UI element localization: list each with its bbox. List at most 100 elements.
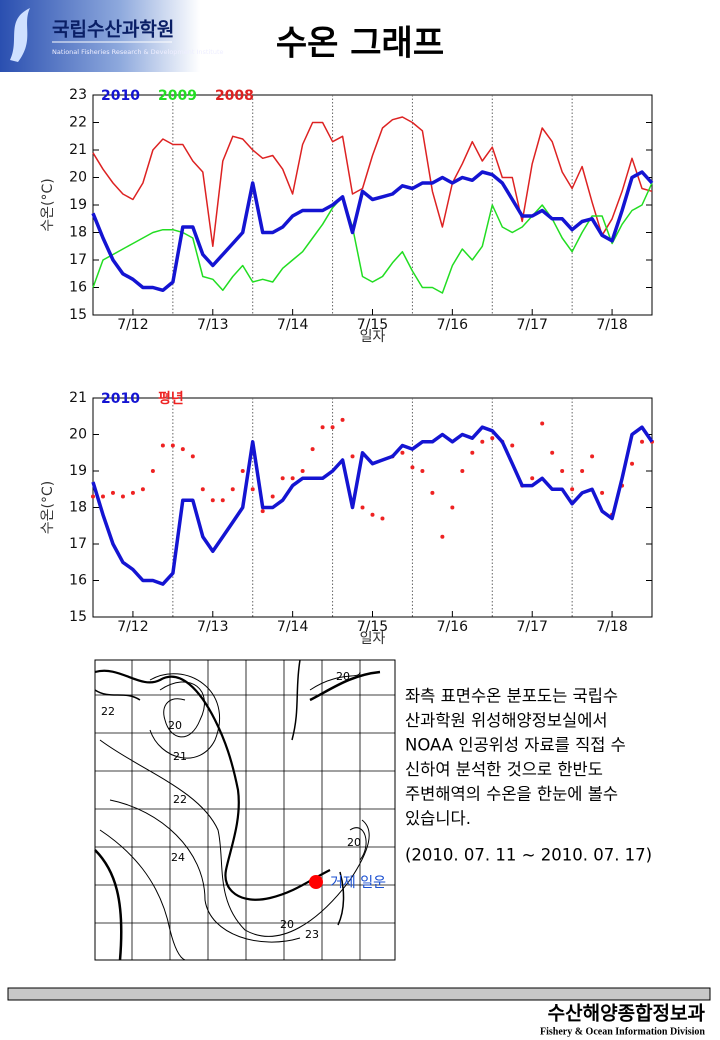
y-tick-label: 15 <box>69 307 87 323</box>
description-line: NOAA 인공위성 자료를 직접 수 <box>405 736 626 755</box>
y-tick-label: 19 <box>69 197 87 213</box>
legend-entry: 2008 <box>215 88 254 104</box>
data-point <box>530 476 535 481</box>
y-tick-label: 17 <box>69 252 87 268</box>
x-tick-label: 7/13 <box>197 619 228 635</box>
data-point <box>430 490 435 495</box>
station-marker <box>309 875 323 889</box>
data-point <box>450 505 455 510</box>
plot-frame <box>92 94 653 316</box>
contour-label: 21 <box>173 750 187 763</box>
y-tick-label: 18 <box>69 500 87 516</box>
data-point <box>91 494 95 499</box>
description-line: 산과학원 위성해양정보실에서 <box>405 711 608 730</box>
coastline <box>94 659 345 926</box>
data-point <box>490 436 495 441</box>
footer-division: 수산해양종합정보과 <box>548 1003 706 1025</box>
description-line: 좌측 표면수온 분포도는 국립수 <box>405 687 618 706</box>
x-tick-label: 7/13 <box>197 317 228 333</box>
series-line <box>92 182 653 294</box>
y-tick-label: 17 <box>69 536 87 552</box>
chart: 15 16 17 18 19 20 21 22 23 7/12 7/13 7/14 7/15 7/16 7/… <box>40 87 654 345</box>
isotherms <box>94 670 381 961</box>
data-point <box>400 450 405 455</box>
data-point <box>630 461 635 466</box>
data-point <box>460 469 465 473</box>
data-point <box>100 494 105 499</box>
data-point <box>170 443 175 448</box>
series-line <box>91 170 654 293</box>
org-name-en: National Fisheries Research & Developmen… <box>52 48 224 56</box>
x-tick-label: 7/16 <box>437 317 469 333</box>
description-line: 신하여 분석한 것으로 한반도 <box>405 760 603 779</box>
data-point <box>560 469 565 473</box>
data-point <box>110 490 115 495</box>
data-point <box>600 490 605 495</box>
data-point <box>230 487 235 492</box>
contour-label: 23 <box>305 928 319 941</box>
data-point <box>150 469 155 473</box>
footer-bar <box>7 987 711 1001</box>
data-point <box>420 469 425 473</box>
data-point <box>320 425 325 430</box>
map-frame <box>94 659 396 961</box>
x-tick-label: 7/16 <box>437 619 469 635</box>
data-point <box>350 454 355 459</box>
x-tick-label: 7/15 <box>357 317 388 333</box>
data-point <box>220 498 225 503</box>
contour-label: 20 <box>336 670 350 683</box>
data-point <box>370 512 375 517</box>
header-band <box>0 0 200 72</box>
data-point <box>440 534 445 539</box>
series-line <box>91 425 654 586</box>
x-tick-label: 7/12 <box>117 619 148 635</box>
data-point <box>250 487 255 492</box>
x-axis-label: 일자 <box>360 631 386 647</box>
data-point <box>550 450 555 455</box>
x-tick-label: 7/12 <box>117 317 148 333</box>
footer-division-en: Fishery & Ocean Information Division <box>540 1026 705 1037</box>
y-tick-label: 16 <box>69 573 87 589</box>
data-point <box>140 487 145 492</box>
legend-entry: 2010 <box>101 391 140 407</box>
data-point <box>340 417 345 422</box>
legend-entry: 2010 <box>101 88 140 104</box>
data-point <box>590 454 595 459</box>
contour-label: 20 <box>347 836 361 849</box>
period: (2010. 07. 11 ~ 2010. 07. 17) <box>405 846 652 865</box>
y-tick-label: 22 <box>69 115 87 131</box>
data-point <box>210 498 215 503</box>
description: 좌측 표면수온 분포도는 국립수산과학원 위성해양정보실에서 NOAA 인공위성 … <box>405 687 626 829</box>
y-tick-label: 16 <box>69 280 87 296</box>
plot-frame <box>92 397 653 618</box>
contour-label: 22 <box>101 705 115 718</box>
data-point <box>300 469 305 473</box>
series-line <box>92 116 653 248</box>
x-tick-label: 7/18 <box>596 619 627 635</box>
x-tick-label: 7/14 <box>277 619 309 635</box>
x-tick-label: 7/17 <box>516 619 547 635</box>
data-point <box>360 505 365 510</box>
y-tick-label: 20 <box>69 427 87 443</box>
y-tick-label: 15 <box>69 609 87 625</box>
data-point <box>480 439 485 444</box>
contour-label: 22 <box>173 793 187 806</box>
data-point <box>240 469 245 473</box>
data-point <box>180 447 185 452</box>
y-tick-label: 18 <box>69 225 87 241</box>
legend-entry: 2009 <box>158 88 197 104</box>
data-point <box>160 443 165 448</box>
contour-label: 20 <box>168 719 182 732</box>
page-title: 수온 그래프 <box>276 24 444 64</box>
y-tick-label: 21 <box>69 390 87 406</box>
sst-map: 22 20 21 22 24 20 20 23 20 거제 일운 <box>94 659 396 961</box>
data-point <box>130 490 135 495</box>
data-point <box>410 465 415 470</box>
x-axis-label: 일자 <box>360 329 386 345</box>
data-point <box>280 476 285 481</box>
data-point <box>470 450 475 455</box>
data-point <box>270 494 275 499</box>
station-label: 거제 일운 <box>330 875 386 891</box>
x-tick-label: 7/15 <box>357 619 388 635</box>
